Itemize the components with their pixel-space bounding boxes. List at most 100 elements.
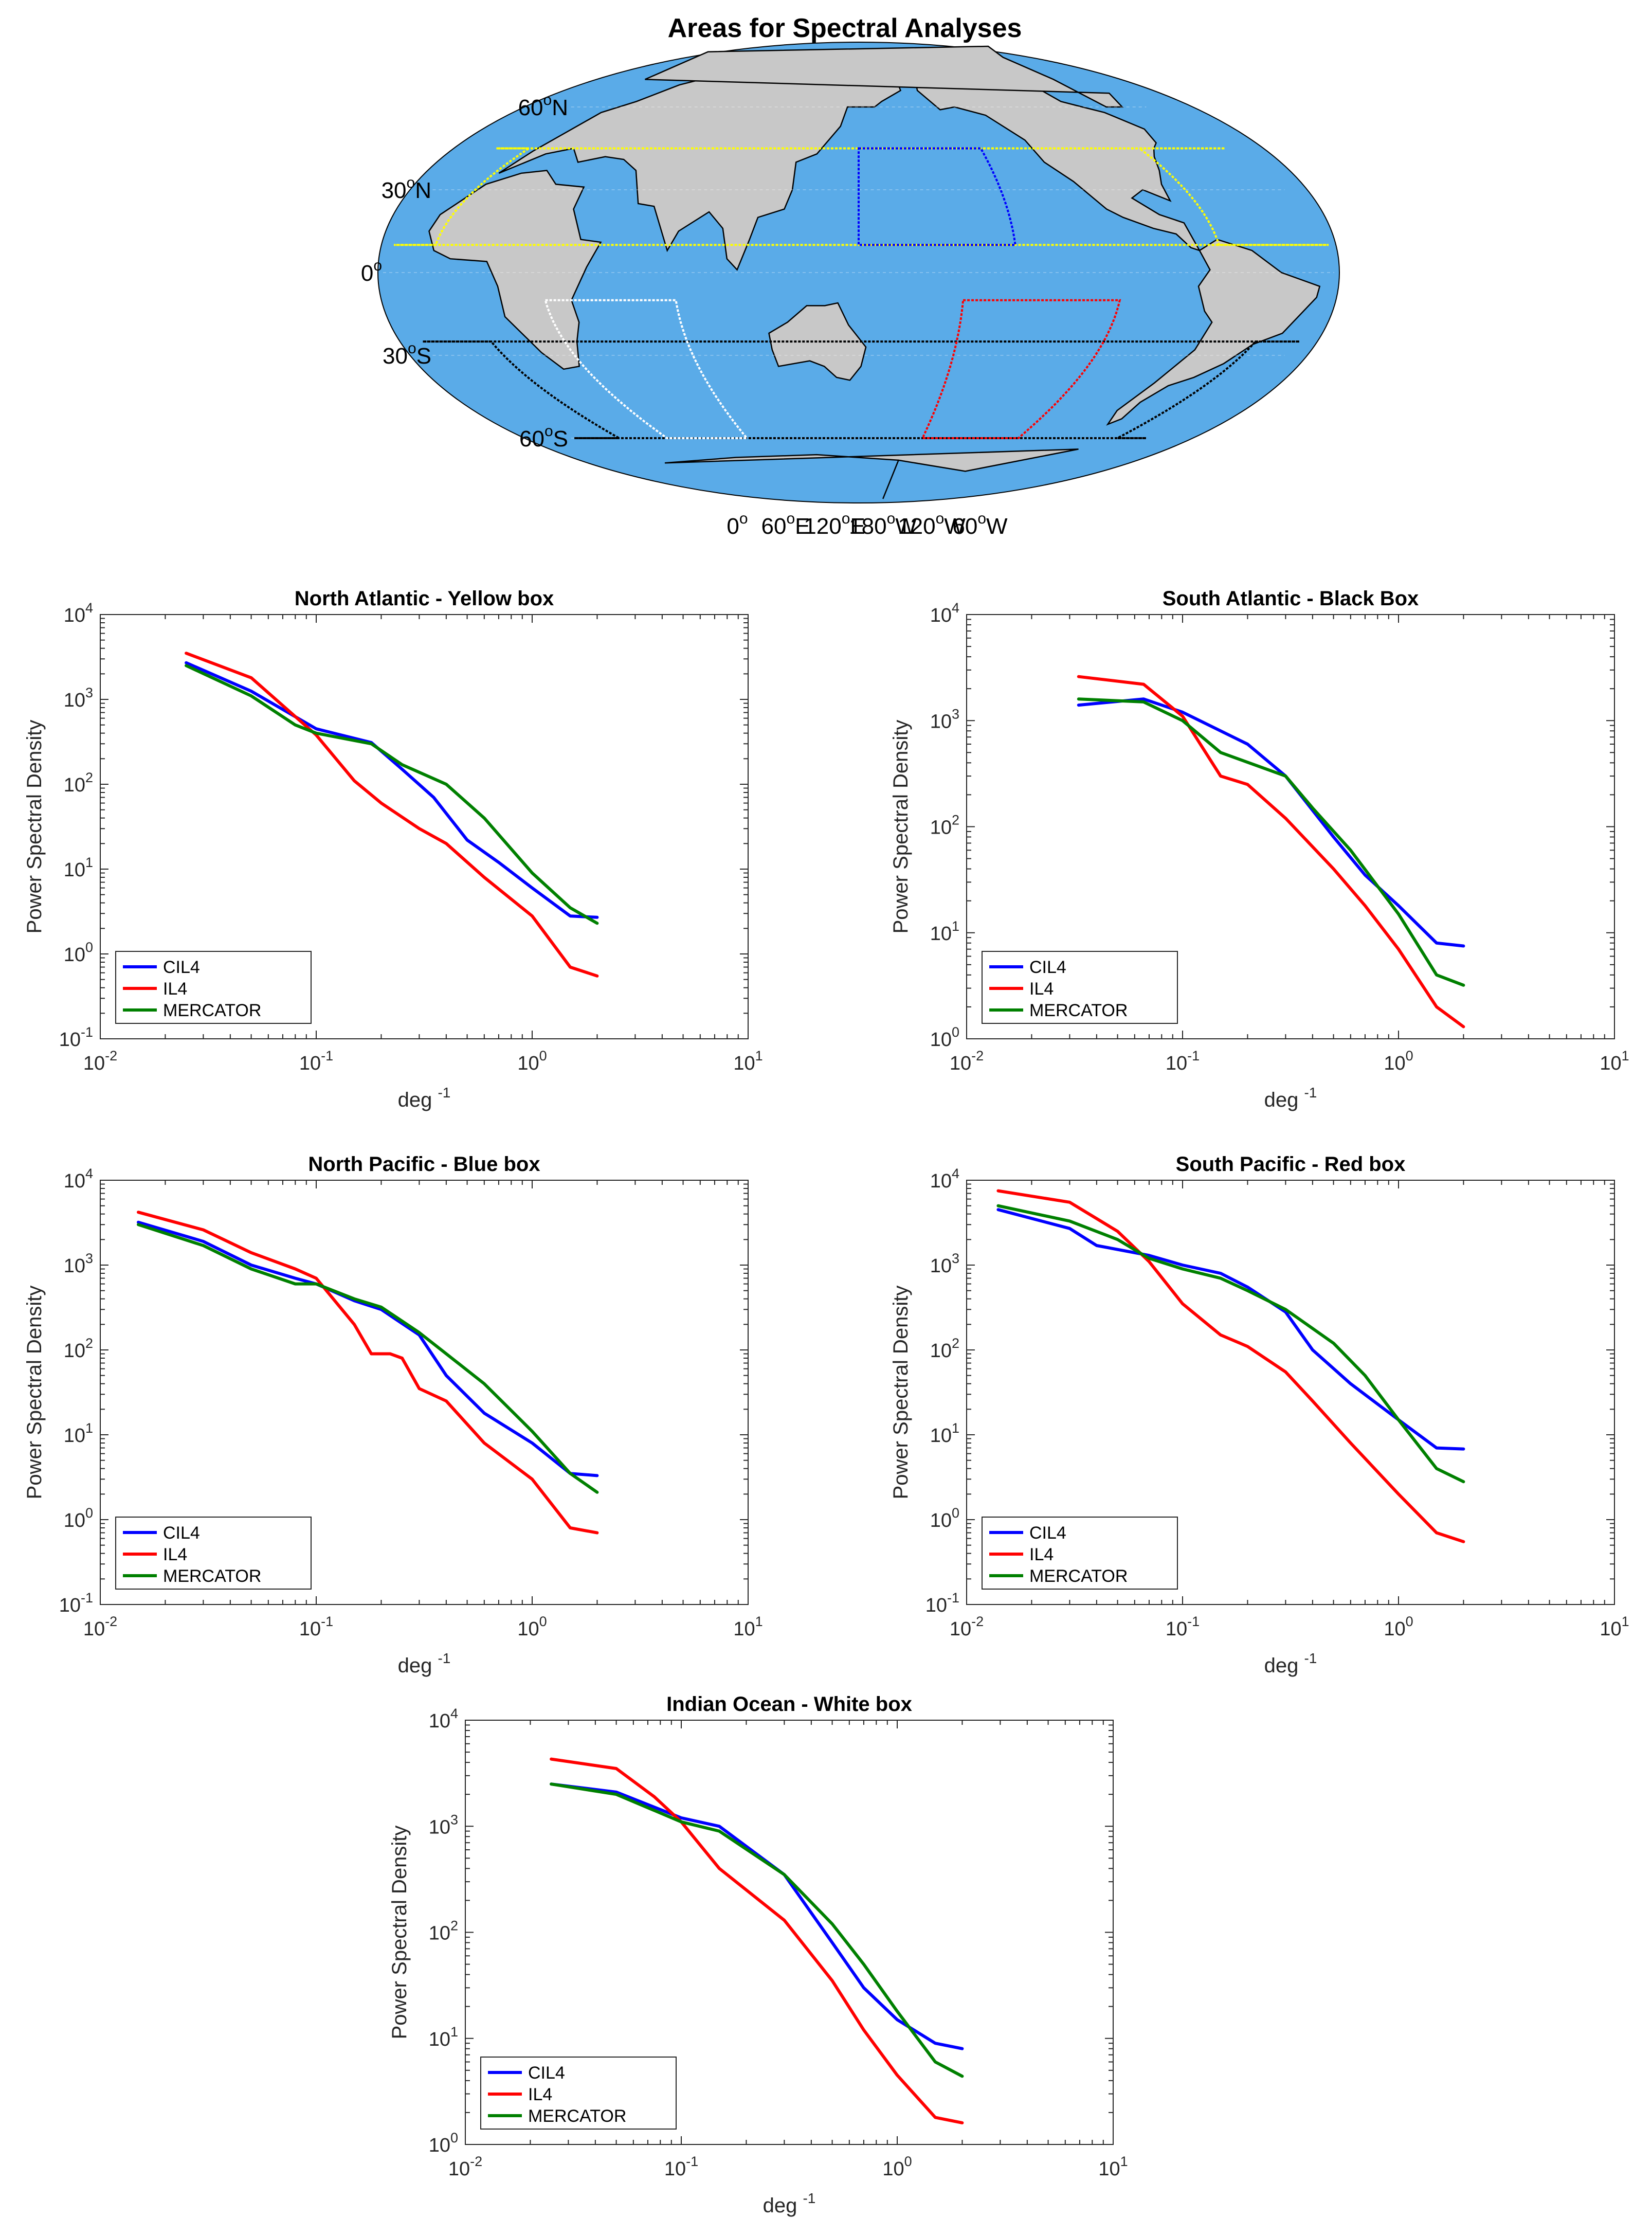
chart-title: South Atlantic - Black Box — [1163, 587, 1419, 610]
legend-label: IL4 — [1029, 979, 1054, 999]
y-tick-label: 101 — [930, 1420, 959, 1447]
x-axis-label-exponent: -1 — [1304, 1650, 1317, 1666]
x-tick-label: 10-2 — [83, 1048, 117, 1074]
longitude-label: 180oW — [849, 510, 917, 539]
legend: CIL4 IL4 MERCATOR — [115, 951, 312, 1024]
y-tick-label: 104 — [429, 1706, 458, 1732]
tick-exponent: 1 — [755, 1614, 763, 1629]
tick-base: 10 — [1098, 2158, 1120, 2180]
y-tick-label: 100 — [64, 940, 93, 966]
tick-exponent: 4 — [85, 600, 93, 616]
tick-base: 10 — [64, 690, 85, 711]
tick-base: 10 — [733, 1053, 755, 1074]
y-tick-label: 10-1 — [59, 1024, 93, 1051]
legend: CIL4 IL4 MERCATOR — [115, 1517, 312, 1590]
tick-exponent: 1 — [85, 1420, 93, 1436]
legend-label: CIL4 — [163, 958, 200, 977]
tick-base: 10 — [950, 1618, 971, 1640]
tick-base: 10 — [59, 1595, 81, 1616]
y-tick-label: 102 — [930, 1336, 959, 1362]
tick-base: 10 — [930, 1340, 952, 1362]
tick-exponent: -1 — [321, 1614, 333, 1629]
label-hemisphere: W — [986, 514, 1008, 539]
tick-base: 10 — [1384, 1053, 1405, 1074]
tick-exponent: 3 — [85, 685, 93, 700]
longitude-label: 60oE — [761, 510, 810, 539]
x-axis-label-text: deg — [763, 2194, 803, 2217]
x-axis-label-exponent: -1 — [1304, 1085, 1317, 1101]
latitude-label: 30oS — [383, 340, 431, 369]
legend-label: IL4 — [1029, 1545, 1054, 1564]
y-tick-label: 103 — [64, 1251, 93, 1277]
y-tick-label: 100 — [429, 2130, 458, 2156]
tick-base: 10 — [59, 1029, 81, 1051]
tick-base: 10 — [429, 1923, 450, 1944]
y-tick-label: 103 — [930, 706, 959, 732]
y-tick-label: 104 — [930, 1166, 959, 1192]
label-degree-symbol: o — [373, 257, 382, 274]
tick-base: 10 — [664, 2158, 686, 2180]
label-degrees: 60 — [519, 426, 544, 452]
tick-exponent: 4 — [450, 1706, 458, 1721]
x-tick-label: 101 — [1600, 1048, 1629, 1074]
tick-base: 10 — [930, 1510, 952, 1531]
label-degree-symbol: o — [887, 510, 896, 527]
legend-label: IL4 — [528, 2085, 552, 2104]
y-tick-label: 104 — [64, 1166, 93, 1192]
x-tick-label: 10-1 — [1166, 1048, 1200, 1074]
y-tick-label: 102 — [429, 1918, 458, 1944]
series-line-mercator — [1077, 697, 1465, 987]
latitude-label: 60oN — [518, 92, 568, 120]
tick-base: 10 — [64, 944, 85, 966]
x-tick-label: 101 — [1098, 2154, 1128, 2180]
label-hemisphere: W — [895, 514, 917, 539]
tick-base: 10 — [64, 1340, 85, 1362]
label-degrees: 0 — [361, 261, 373, 286]
tick-base: 10 — [1600, 1618, 1621, 1640]
region-box-south-pacific — [921, 299, 1121, 439]
world-map — [377, 42, 1340, 503]
south-america-land — [1106, 239, 1321, 426]
label-hemisphere: N — [552, 95, 568, 120]
tick-exponent: 3 — [952, 1251, 959, 1266]
label-degree-symbol: o — [786, 510, 795, 527]
y-axis-label: Power Spectral Density — [889, 1286, 912, 1500]
series-line-mercator — [137, 1223, 599, 1494]
tick-exponent: 0 — [904, 2154, 912, 2169]
tick-base: 10 — [930, 1029, 952, 1051]
tick-base: 10 — [83, 1053, 105, 1074]
legend-label: MERCATOR — [528, 2106, 626, 2126]
series-line-il4 — [1077, 675, 1465, 1029]
tick-base: 10 — [950, 1053, 971, 1074]
label-degrees: 30 — [382, 178, 407, 203]
tick-exponent: 1 — [450, 2024, 458, 2040]
y-tick-label: 101 — [930, 918, 959, 945]
x-tick-label: 100 — [1384, 1614, 1413, 1640]
latitude-label: 60oS — [519, 423, 568, 452]
tick-exponent: 2 — [952, 1336, 959, 1351]
label-degree-symbol: o — [408, 340, 416, 357]
tick-base: 10 — [448, 2158, 470, 2180]
tick-exponent: 0 — [1406, 1048, 1413, 1063]
label-degree-symbol: o — [977, 510, 986, 527]
label-hemisphere: E — [795, 514, 810, 539]
tick-exponent: 4 — [952, 1166, 959, 1181]
x-axis-label: deg -1 — [763, 2190, 816, 2217]
antarctica-land — [664, 448, 1079, 499]
x-tick-label: 100 — [517, 1048, 547, 1074]
latitude-label: 0o — [361, 257, 382, 286]
legend-label: IL4 — [163, 1545, 187, 1564]
tick-exponent: -1 — [947, 1590, 959, 1606]
tick-exponent: 2 — [450, 1918, 458, 1934]
tick-base: 10 — [64, 1425, 85, 1447]
legend-label: CIL4 — [1029, 1523, 1066, 1543]
tick-exponent: 3 — [952, 706, 959, 722]
legend-label: CIL4 — [163, 1523, 200, 1543]
tick-base: 10 — [64, 1170, 85, 1192]
y-axis-label: Power Spectral Density — [388, 1826, 411, 2040]
y-tick-label: 102 — [64, 1336, 93, 1362]
